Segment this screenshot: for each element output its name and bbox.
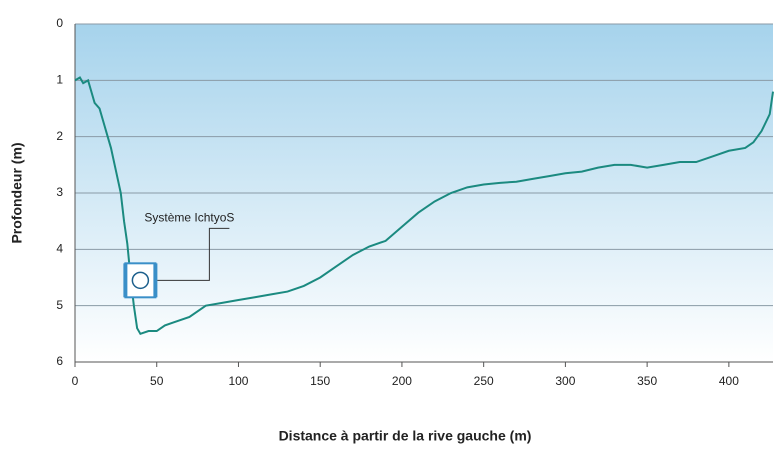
- y-tick-label: 6: [56, 354, 63, 368]
- y-tick-label: 5: [56, 298, 63, 312]
- x-tick-label: 50: [150, 374, 164, 388]
- annotation-leader: [157, 227, 230, 281]
- x-tick-label: 0: [72, 374, 79, 388]
- y-tick-label: 0: [56, 16, 63, 30]
- x-tick-label: 250: [474, 374, 494, 388]
- y-axis-title: Profondeur (m): [9, 142, 25, 243]
- y-tick-label: 1: [56, 73, 63, 87]
- x-axis-title: Distance à partir de la rive gauche (m): [279, 428, 532, 444]
- y-tick-label: 4: [56, 242, 63, 256]
- marker-box: [124, 262, 157, 299]
- x-tick-label: 100: [228, 374, 248, 388]
- y-tick-label: 3: [56, 185, 63, 199]
- marker-circle: [131, 271, 150, 290]
- x-tick-label: 150: [310, 374, 330, 388]
- y-tick-label: 2: [56, 129, 63, 143]
- annotation: Système IchtyoS: [144, 210, 234, 224]
- x-tick-label: 200: [392, 374, 412, 388]
- x-tick-label: 400: [719, 374, 739, 388]
- x-tick-label: 350: [637, 374, 657, 388]
- depth-line: [74, 76, 774, 336]
- x-tick-label: 300: [555, 374, 575, 388]
